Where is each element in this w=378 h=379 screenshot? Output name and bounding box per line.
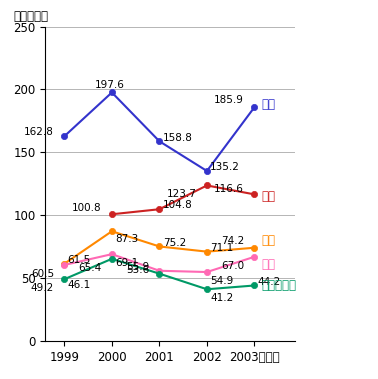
Text: 71.1: 71.1 <box>210 243 234 253</box>
Text: 100.8: 100.8 <box>72 203 101 213</box>
Text: 69.1: 69.1 <box>115 258 138 268</box>
Text: 55.9: 55.9 <box>126 262 149 272</box>
Text: マレーシア: マレーシア <box>262 279 297 292</box>
Text: 158.8: 158.8 <box>163 133 193 143</box>
Text: 197.6: 197.6 <box>94 80 124 90</box>
Text: 44.2: 44.2 <box>258 277 281 287</box>
Text: 60.5: 60.5 <box>31 269 54 279</box>
Text: 116.6: 116.6 <box>214 184 244 194</box>
Text: 67.0: 67.0 <box>221 261 244 271</box>
Text: 台湾: 台湾 <box>262 234 276 247</box>
Text: 123.7: 123.7 <box>167 189 197 199</box>
Text: 135.2: 135.2 <box>210 162 240 172</box>
Text: 75.2: 75.2 <box>163 238 186 248</box>
Text: 74.2: 74.2 <box>221 236 244 246</box>
Text: 韓国: 韓国 <box>262 258 276 271</box>
Text: 米国: 米国 <box>262 190 276 204</box>
Text: 54.9: 54.9 <box>210 276 234 286</box>
Text: （億ドル）: （億ドル） <box>13 10 48 23</box>
Text: 49.2: 49.2 <box>31 283 54 293</box>
Text: 61.5: 61.5 <box>68 255 91 265</box>
Text: 中国: 中国 <box>262 98 276 111</box>
Text: 104.8: 104.8 <box>163 200 192 210</box>
Text: 46.1: 46.1 <box>67 280 90 290</box>
Text: 53.6: 53.6 <box>126 265 149 275</box>
Text: 185.9: 185.9 <box>214 95 244 105</box>
Text: 87.3: 87.3 <box>115 234 138 244</box>
Text: 65.4: 65.4 <box>78 263 101 273</box>
Text: 162.8: 162.8 <box>24 127 54 138</box>
Text: 41.2: 41.2 <box>210 293 234 303</box>
